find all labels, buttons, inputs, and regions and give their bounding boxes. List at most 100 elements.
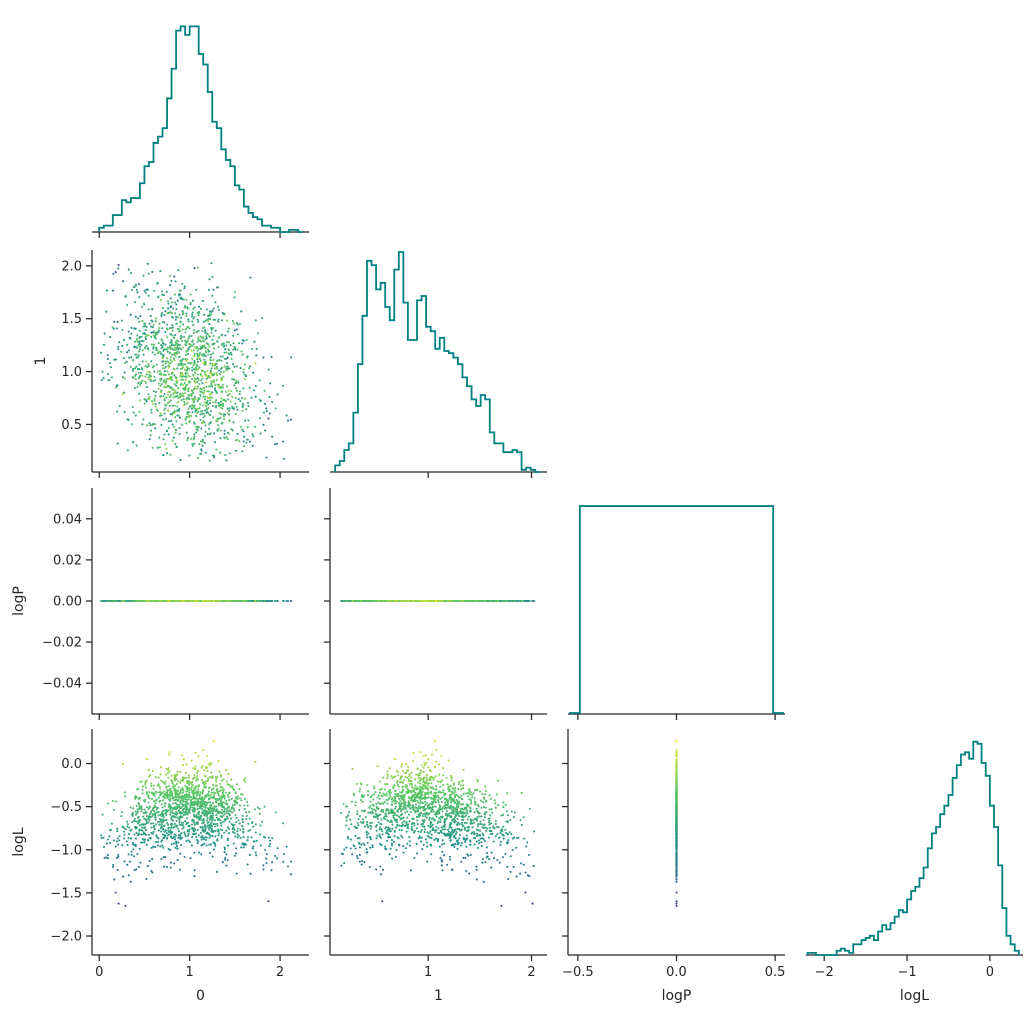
scatter-point [161, 327, 164, 330]
scatter-point [114, 891, 117, 894]
scatter-point [218, 411, 221, 415]
scatter-point [212, 334, 215, 338]
scatter-point [215, 362, 218, 366]
scatter-point [211, 276, 214, 279]
scatter-point [126, 351, 129, 354]
scatter-point [138, 329, 141, 332]
scatter-point [154, 427, 157, 430]
scatter-point [164, 382, 167, 385]
scatter-point [242, 836, 245, 839]
scatter-point [192, 374, 195, 378]
scatter-point [114, 845, 117, 848]
scatter-point [163, 865, 166, 868]
scatter-point [170, 347, 173, 350]
scatter-point [202, 353, 205, 356]
scatter-point [227, 389, 230, 392]
scatter-point [149, 424, 152, 427]
scatter-point [157, 382, 160, 385]
scatter-point [416, 599, 419, 603]
scatter-point [215, 378, 218, 381]
scatter-point [102, 377, 105, 380]
scatter-point [194, 381, 197, 384]
scatter-point [162, 293, 165, 296]
scatter-point [144, 375, 147, 378]
scatter-point [182, 395, 185, 398]
scatter-point [209, 371, 212, 375]
scatter-point [212, 358, 215, 362]
scatter-point [146, 599, 149, 603]
scatter-point [116, 410, 119, 413]
scatter-point [265, 407, 268, 410]
scatter-point [276, 857, 279, 860]
scatter-point [145, 360, 148, 363]
scatter-point [215, 399, 218, 402]
scatter-point [214, 383, 217, 386]
scatter-point [208, 427, 211, 430]
scatter-point [201, 444, 204, 447]
scatter-point [164, 330, 167, 334]
scatter-point [124, 295, 127, 298]
scatter-point [222, 413, 225, 416]
scatter-point [164, 404, 167, 407]
scatter-point [175, 445, 178, 448]
scatter-point [185, 839, 188, 843]
scatter-point [221, 421, 224, 424]
scatter-point [198, 382, 201, 386]
scatter-point [209, 356, 212, 359]
scatter-point [182, 599, 185, 603]
scatter-point [236, 432, 239, 436]
scatter-point [166, 378, 169, 381]
scatter-point [162, 360, 165, 363]
scatter-point [196, 412, 199, 415]
scatter-point [192, 307, 195, 310]
scatter-point [184, 343, 187, 346]
scatter-point [177, 841, 180, 844]
scatter-point [236, 408, 239, 411]
scatter-point [139, 371, 143, 374]
scatter-point [180, 348, 183, 351]
scatter-point [236, 333, 239, 336]
scatter-point [151, 858, 154, 861]
scatter-point [137, 283, 141, 286]
scatter-point [147, 365, 150, 368]
scatter-point [528, 599, 531, 603]
scatter-point [186, 413, 189, 416]
scatter-point [206, 390, 209, 393]
scatter-point [248, 440, 251, 443]
scatter-point [196, 352, 199, 355]
scatter-point [185, 359, 188, 362]
scatter-point [201, 825, 204, 829]
scatter-point [226, 438, 229, 441]
scatter-point [134, 378, 137, 381]
scatter-point [220, 359, 223, 362]
scatter-point [134, 414, 137, 417]
scatter-point [173, 368, 176, 371]
scatter-point [220, 379, 223, 382]
scatter-point [157, 387, 160, 390]
scatter-point [157, 599, 160, 603]
scatter-point [174, 395, 177, 398]
scatter-point [192, 364, 195, 367]
scatter-point [132, 286, 136, 289]
scatter-point [347, 599, 350, 603]
scatter-point [102, 845, 106, 849]
scatter-point [254, 599, 257, 603]
scatter-point [197, 368, 200, 371]
scatter-point [180, 378, 183, 381]
scatter-point [123, 833, 126, 836]
scatter-point [184, 331, 187, 334]
scatter-point [138, 410, 141, 413]
scatter-point [187, 407, 190, 410]
scatter-point [228, 419, 231, 422]
scatter-point [112, 839, 115, 842]
scatter-point [201, 438, 204, 441]
scatter-point [137, 865, 141, 868]
scatter-point [484, 599, 487, 603]
scatter-point [249, 365, 252, 368]
scatter-point [430, 599, 433, 603]
scatter-point [221, 383, 224, 386]
scatter-point [166, 350, 169, 353]
scatter-point [164, 348, 167, 351]
scatter-point [160, 857, 163, 861]
scatter-point [265, 857, 268, 860]
